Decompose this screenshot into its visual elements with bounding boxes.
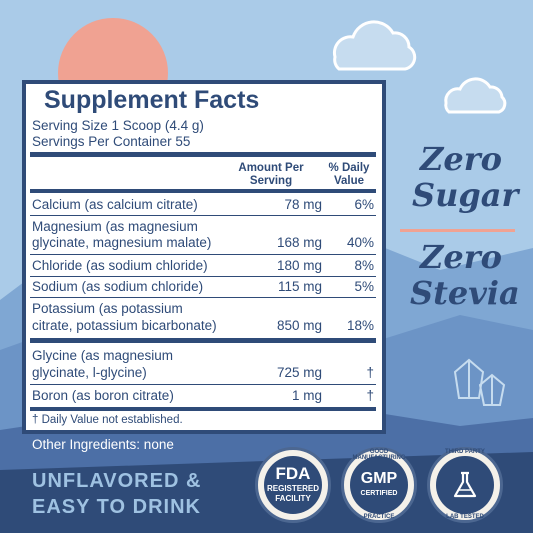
serving-size: Serving Size 1 Scoop (4.4 g) — [32, 118, 204, 133]
fda-badge-title: FDA — [275, 464, 311, 483]
supplement-facts-panel — [22, 80, 386, 434]
table-row-amount: 78 mg — [284, 197, 322, 212]
claim-stevia: Stevia — [410, 274, 520, 312]
claim-zero-stevia-1: Zero — [420, 238, 502, 276]
table-row-name: Sodium (as sodium chloride) — [32, 279, 204, 294]
servings-per-container: Servings Per Container 55 — [32, 134, 191, 149]
table-row-name: Glycine (as magnesium — [32, 348, 174, 363]
table-row-dv: 40% — [346, 235, 374, 250]
gmp-badge-bottom: PRACTICE — [363, 514, 395, 520]
cloud-icon — [332, 20, 507, 114]
table-row-dv: 8% — [354, 258, 374, 273]
table-row-amount: 1 mg — [291, 388, 322, 403]
claim-divider — [400, 229, 515, 232]
table-row-name: Calcium (as calcium citrate) — [32, 197, 198, 212]
row-divider — [30, 276, 376, 277]
column-amount-header: Amount Per Serving — [238, 162, 304, 187]
row-divider — [30, 384, 376, 385]
crystal-icon — [453, 358, 506, 406]
table-row-amount: 168 mg — [276, 235, 322, 250]
table-row-name: Chloride (as sodium chloride) — [32, 258, 208, 273]
lab-tested-badge: THIRD PARTY LAB TESTED — [427, 447, 503, 523]
gmp-badge-top: GOOD MANUFACTURING — [352, 449, 406, 461]
claim-zero-sugar-1: Zero — [420, 140, 502, 178]
lab-badge-bottom: LAB TESTED — [446, 514, 484, 520]
facts-title: Supplement Facts — [44, 86, 260, 114]
table-row-name: Potassium (as potassium — [32, 301, 183, 316]
lab-badge-top: THIRD PARTY — [445, 449, 485, 455]
gmp-badge-title: GMP — [360, 470, 398, 487]
flask-icon — [453, 471, 477, 498]
other-ingredients: Other Ingredients: none — [32, 437, 174, 452]
table-row-dv: † — [366, 365, 374, 380]
claim-sugar: Sugar — [412, 176, 519, 214]
gmp-badge: GOOD MANUFACTURING GMP CERTIFIED PRACTIC… — [341, 447, 417, 523]
table-row-amount: 725 mg — [276, 365, 322, 380]
table-row-dv: 6% — [354, 197, 374, 212]
table-row-dv: 5% — [354, 279, 374, 294]
unflavored-line1: UNFLAVORED & — [32, 470, 202, 492]
table-row-name: Boron (as boron citrate) — [32, 388, 174, 403]
divider-thick — [30, 152, 376, 157]
row-divider — [30, 254, 376, 255]
row-divider — [30, 297, 376, 298]
unflavored-line2: EASY TO DRINK — [32, 496, 201, 518]
divider-header — [30, 189, 376, 193]
divider-thick — [30, 338, 376, 343]
daily-value-footnote: † Daily Value not established. — [32, 414, 183, 426]
gmp-badge-certified: CERTIFIED — [360, 490, 398, 497]
table-row-amount: 115 mg — [277, 279, 322, 294]
fda-badge-line3: FACILITY — [275, 494, 311, 503]
row-divider — [30, 215, 376, 216]
table-row-name-cont: glycinate, l-glycine) — [32, 365, 147, 380]
table-row-dv: † — [366, 388, 374, 403]
table-row-name: Magnesium (as magnesium — [32, 219, 198, 234]
fda-badge-line2: REGISTERED — [266, 484, 319, 493]
table-row-amount: 850 mg — [276, 318, 322, 333]
table-row-dv: 18% — [346, 318, 374, 333]
divider-footer — [30, 407, 376, 411]
table-row-name-cont: glycinate, magnesium malate) — [32, 235, 212, 250]
table-row-name-cont: citrate, potassium bicarbonate) — [32, 318, 217, 333]
table-row-amount: 180 mg — [276, 258, 322, 273]
fda-badge: FDA REGISTERED FACILITY — [255, 447, 331, 523]
column-dv-header: % Daily Value — [328, 162, 370, 187]
